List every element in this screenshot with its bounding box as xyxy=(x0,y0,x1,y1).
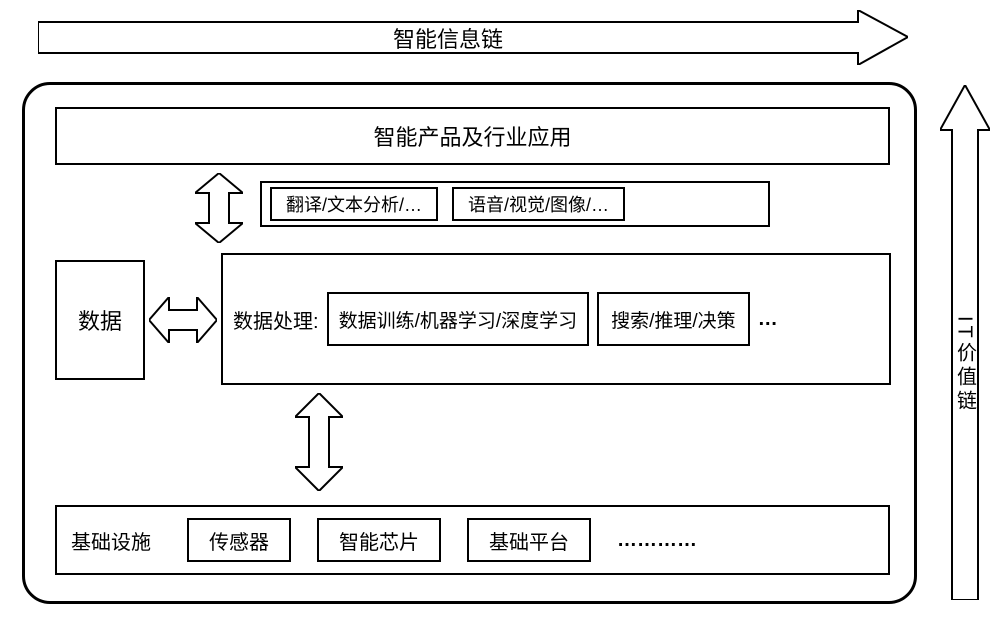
connector-data-processing xyxy=(149,297,217,343)
right-arrow-label: IT价值链 xyxy=(951,316,980,414)
top-arrow-label: 智能信息链 xyxy=(38,22,858,53)
main-container: 智能产品及行业应用 翻译/文本分析/… 语音/视觉/图像/… 数据 数据处理: … xyxy=(22,82,917,604)
processing-ellipsis: … xyxy=(758,308,780,331)
processing-container: 数据处理: 数据训练/机器学习/深度学习 搜索/推理/决策 … xyxy=(221,253,891,385)
applications-box: 智能产品及行业应用 xyxy=(55,107,890,165)
capability-item-1: 语音/视觉/图像/… xyxy=(452,187,625,221)
infrastructure-container: 基础设施 传感器 智能芯片 基础平台 ………… xyxy=(55,505,890,575)
right-arrow-label-wrap: IT价值链 xyxy=(952,130,978,600)
infra-item-0: 传感器 xyxy=(187,518,291,562)
data-block: 数据 xyxy=(55,260,145,380)
processing-item-0: 数据训练/机器学习/深度学习 xyxy=(327,292,590,346)
processing-label: 数据处理: xyxy=(233,305,319,334)
infra-item-2: 基础平台 xyxy=(467,518,591,562)
infra-item-1: 智能芯片 xyxy=(317,518,441,562)
infrastructure-label: 基础设施 xyxy=(71,526,151,555)
processing-item-1: 搜索/推理/决策 xyxy=(597,292,750,346)
capability-item-0: 翻译/文本分析/… xyxy=(270,187,438,221)
right-arrow: IT价值链 xyxy=(940,85,990,600)
connector-top xyxy=(195,173,243,243)
connector-bottom xyxy=(295,393,343,491)
capabilities-container: 翻译/文本分析/… 语音/视觉/图像/… xyxy=(260,181,770,227)
top-arrow: 智能信息链 xyxy=(38,10,908,65)
infra-ellipsis: ………… xyxy=(617,529,697,552)
